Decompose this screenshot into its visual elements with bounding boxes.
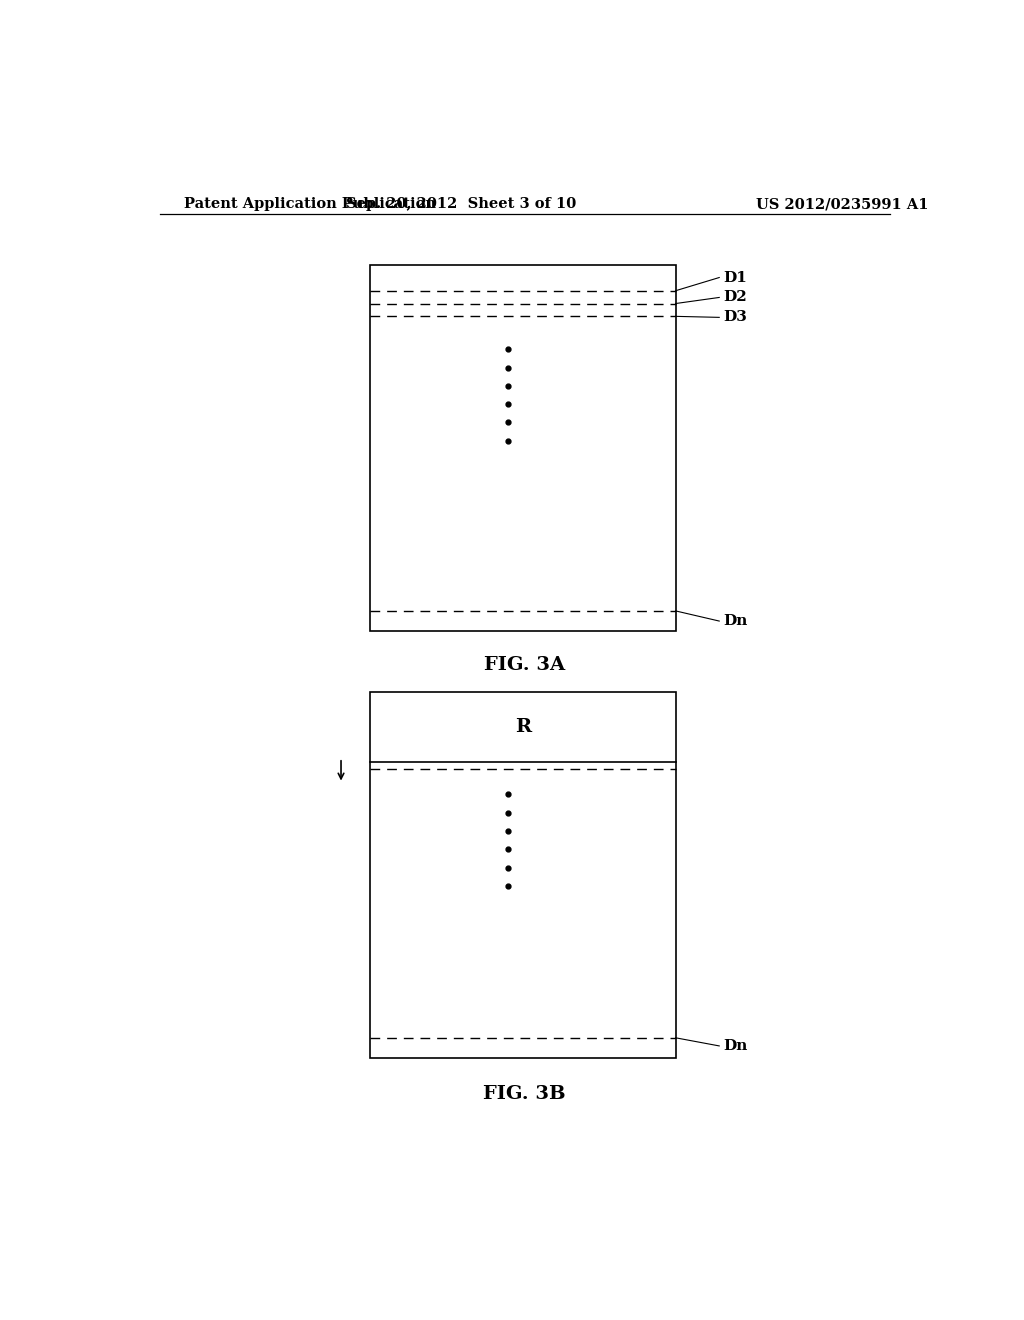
Text: D2: D2 [723, 290, 746, 305]
Text: US 2012/0235991 A1: US 2012/0235991 A1 [756, 197, 929, 211]
Bar [370, 692, 676, 1057]
Bar [370, 265, 676, 631]
Text: FIG. 3B: FIG. 3B [483, 1085, 566, 1104]
Text: D3: D3 [723, 310, 748, 325]
Text: FIG. 3A: FIG. 3A [484, 656, 565, 675]
Text: Dn: Dn [723, 614, 748, 628]
Text: Patent Application Publication: Patent Application Publication [183, 197, 435, 211]
Text: D1: D1 [723, 271, 748, 285]
Text: R: R [515, 718, 530, 735]
Text: Dn: Dn [723, 1039, 748, 1053]
Text: Sep. 20, 2012  Sheet 3 of 10: Sep. 20, 2012 Sheet 3 of 10 [346, 197, 577, 211]
